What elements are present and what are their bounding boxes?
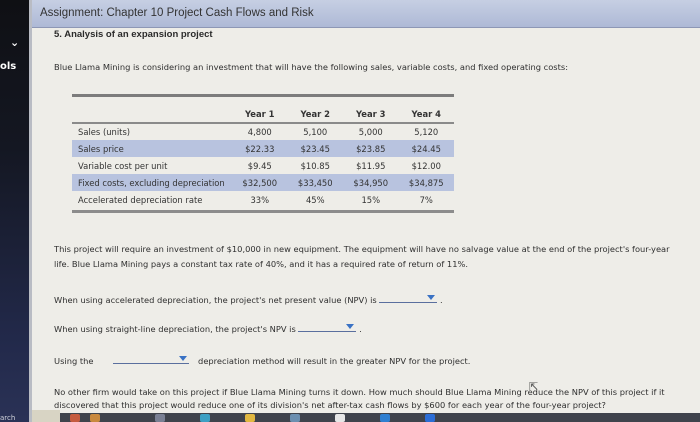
taskbar-left-strip [32,410,60,422]
table-top-rule [72,94,454,97]
intro-text: Blue Llama Mining is considering an inve… [54,62,568,72]
project-data-table: Year 1 Year 2 Year 3 Year 4 Sales (units… [72,94,454,213]
row-label: Fixed costs, excluding depreciation [72,174,232,191]
table-row-sales-units: Sales (units) 4,800 5,100 5,000 5,120 [72,123,454,140]
header-year-3: Year 3 [343,107,399,124]
app-icon[interactable] [70,414,80,422]
accelerated-npv-dropdown[interactable] [379,292,438,303]
cell: 5,120 [414,127,439,137]
caret-down-icon [346,324,355,329]
table-row-sales-price: Sales price $22.33 $23.45 $23.85 $24.45 [72,140,454,157]
cell: $23.45 [287,140,343,157]
cell: 15% [361,194,381,205]
os-taskbar [60,413,700,422]
chevron-down-icon[interactable]: ⌄ [10,36,20,49]
cell: $22.33 [232,140,288,157]
app-icon[interactable] [380,414,390,422]
app-icon[interactable] [155,414,165,422]
cell: $34,950 [343,174,399,191]
question-suffix: depreciation method will result in the g… [198,356,471,366]
cell: $10.85 [300,160,330,171]
table-row-fixed-costs: Fixed costs, excluding depreciation $32,… [72,174,454,191]
cell: 33% [250,194,270,205]
row-label: Sales price [72,140,232,157]
depreciation-method-dropdown[interactable] [112,353,189,364]
sidebar-search-label[interactable]: arch [0,414,16,422]
cell: $12.00 [411,160,441,171]
edge-icon[interactable] [200,414,210,422]
cell: $33,450 [287,174,343,191]
project-description: This project will require an investment … [54,244,670,269]
cell: 5,100 [303,127,328,137]
folder-icon[interactable] [245,414,255,422]
app-icon[interactable] [90,414,100,422]
cell: $11.95 [356,160,386,171]
question-npv-reduction: No other firm would take on this project… [54,387,665,410]
question-suffix: . [440,295,443,305]
mouse-cursor-icon: ⇱ [529,380,539,393]
section-title: 5. Analysis of an expansion project [54,29,213,40]
store-icon[interactable] [290,414,300,422]
cell: $23.85 [343,140,399,157]
row-label: Variable cost per unit [78,160,168,171]
table-row-variable-cost: Variable cost per unit $9.45 $10.85 $11.… [72,157,454,174]
question-text: When using accelerated depreciation, the… [54,295,377,305]
cell: 4,800 [247,127,272,137]
cell: 5,000 [358,127,383,137]
caret-down-icon [427,295,436,300]
header-year-1: Year 1 [232,107,288,124]
header-year-2: Year 2 [287,107,343,124]
cell: $34,875 [398,174,454,191]
caret-down-icon [178,356,187,361]
left-sidebar: ⌄ ols arch [0,0,29,422]
assignment-content: Assignment: Chapter 10 Project Cash Flow… [32,0,700,422]
cell: 7% [419,194,433,205]
question-greater-npv-method: Using the depreciation method will resul… [54,353,470,366]
cell: $32,500 [232,174,288,191]
question-straight-line-npv: When using straight-line depreciation, t… [54,321,362,334]
cell: 45% [305,194,325,205]
sidebar-divider [29,0,32,422]
straight-line-npv-dropdown[interactable] [298,321,357,332]
question-text: When using straight-line depreciation, t… [54,324,296,334]
header-year-4: Year 4 [398,107,454,124]
table-row-depreciation-rate: Accelerated depreciation rate 33% 45% 15… [72,191,454,208]
question-accelerated-npv: When using accelerated depreciation, the… [54,292,443,305]
cell: $9.45 [247,160,272,171]
question-text: Using the [54,356,94,366]
row-label: Accelerated depreciation rate [78,194,203,205]
help-icon[interactable] [335,414,345,422]
mail-icon[interactable] [425,414,435,422]
table-bottom-rule [72,210,454,213]
table-header-row: Year 1 Year 2 Year 3 Year 4 [72,107,454,124]
assignment-title: Assignment: Chapter 10 Project Cash Flow… [40,7,314,19]
question-suffix: . [359,324,362,334]
row-label: Sales (units) [78,127,131,137]
cell: $24.45 [398,140,454,157]
sidebar-tools-label[interactable]: ols [0,61,17,72]
assignment-header-bar: Assignment: Chapter 10 Project Cash Flow… [32,0,700,28]
header-empty [72,107,232,124]
